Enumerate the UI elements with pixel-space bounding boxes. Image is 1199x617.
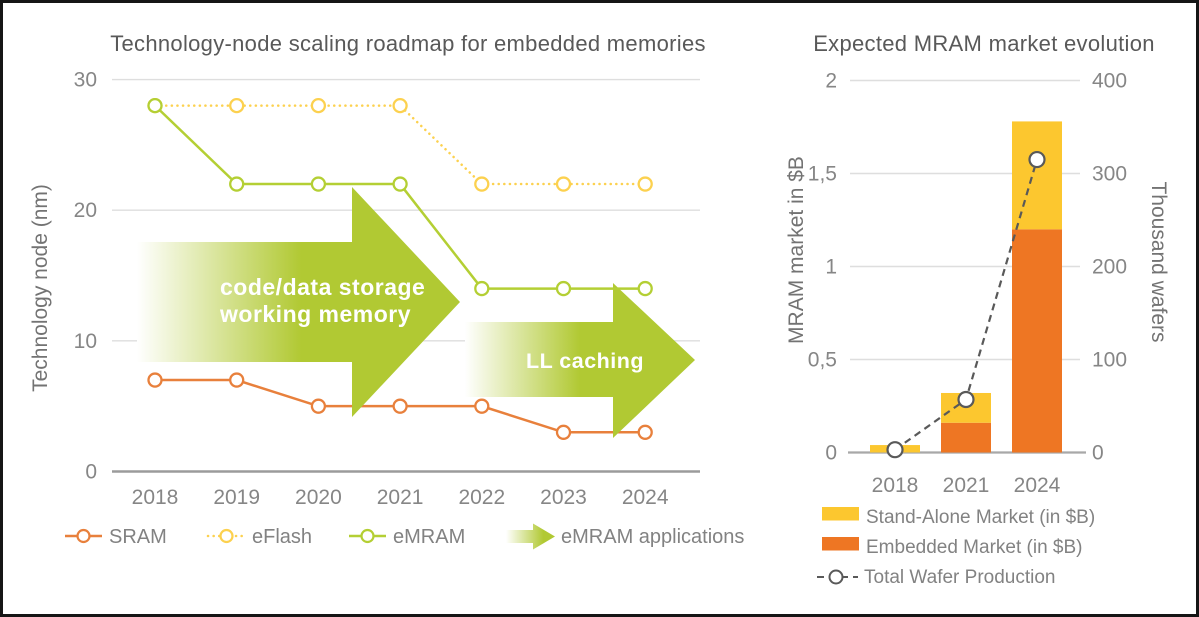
arrow-2-label: LL caching xyxy=(526,349,644,373)
legend-circle-marker xyxy=(76,528,91,544)
arrow-1-label: working memory xyxy=(219,301,411,327)
left-y-axis-title: Technology node (nm) xyxy=(29,184,52,392)
y2-tick-label: 300 xyxy=(1092,163,1127,186)
x-tick-label: 2022 xyxy=(458,486,505,509)
x-tick-label: 2018 xyxy=(132,486,179,509)
legend-label: Embedded Market (in $B) xyxy=(866,537,1083,558)
sram-marker xyxy=(147,372,163,388)
eflash-marker xyxy=(392,98,408,114)
emram-applications-arrow-1 xyxy=(137,187,460,417)
left-chart-title: Technology-node scaling roadmap for embe… xyxy=(110,31,706,56)
legend-label: eMRAM applications xyxy=(561,526,744,548)
legend-label: eMRAM xyxy=(393,526,465,548)
sram-marker xyxy=(474,398,490,414)
x-tick-label: 2018 xyxy=(872,474,919,497)
eflash-line xyxy=(153,104,647,186)
y-tick-label: 1,5 xyxy=(808,163,837,186)
arrow-1-label: code/data storage xyxy=(220,274,425,300)
y2-tick-label: 200 xyxy=(1092,256,1127,279)
right-chart-plot: 2 1,5 1 0,5 0 400 300 200 100 0 2018 2021 2024 xyxy=(808,70,1127,498)
right-chart-title: Expected MRAM market evolution xyxy=(813,31,1155,56)
emram-marker xyxy=(310,176,327,192)
wafer-production-marker xyxy=(957,390,975,409)
y2-tick-label: 400 xyxy=(1092,70,1127,93)
legend-swatch xyxy=(822,507,859,521)
sram-marker xyxy=(637,424,653,440)
y-tick-label: 20 xyxy=(74,199,97,222)
x-tick-label: 2019 xyxy=(213,486,260,509)
y-tick-label: 0 xyxy=(85,461,97,484)
y-tick-label: 2 xyxy=(825,70,837,93)
emram-marker xyxy=(392,176,408,192)
eflash-marker xyxy=(555,176,572,192)
right-y-axis-title: MRAM market in $B xyxy=(785,156,808,344)
x-tick-label: 2024 xyxy=(622,486,669,509)
x-tick-label: 2024 xyxy=(1014,474,1061,497)
left-chart-legend: SRAM eFlash eMRAM eMRAM applications xyxy=(65,523,744,550)
sram-marker xyxy=(310,398,327,414)
legend-arrow-icon xyxy=(506,523,555,550)
legend-circle-marker xyxy=(219,528,234,544)
x-tick-label: 2021 xyxy=(943,474,990,497)
eflash-marker xyxy=(310,98,327,114)
emram-applications-arrow-2 xyxy=(465,283,695,438)
right-chart-legend: Stand-Alone Market (in $B) Embedded Marke… xyxy=(817,507,1095,588)
legend-label: eFlash xyxy=(252,526,312,548)
emram-marker xyxy=(147,98,163,114)
x-tick-label: 2023 xyxy=(540,486,587,509)
emram-marker xyxy=(474,280,490,297)
legend-circle-marker xyxy=(828,569,844,585)
embedded-bar-2021 xyxy=(941,422,991,453)
y-tick-label: 10 xyxy=(74,330,97,353)
standalone-bar-2024 xyxy=(1012,121,1062,230)
x-tick-label: 2021 xyxy=(377,486,424,509)
sram-marker xyxy=(392,398,408,414)
eflash-marker xyxy=(637,176,653,192)
legend-circle-marker xyxy=(360,528,375,544)
emram-marker xyxy=(229,176,245,192)
emram-marker xyxy=(637,280,653,297)
y-tick-label: 0,5 xyxy=(808,349,837,372)
y-tick-label: 1 xyxy=(825,256,837,279)
legend-label: Stand-Alone Market (in $B) xyxy=(866,507,1095,528)
sram-marker xyxy=(229,372,245,388)
legend-label: SRAM xyxy=(109,526,167,548)
eflash-marker xyxy=(229,98,245,114)
y-tick-label: 0 xyxy=(825,442,837,465)
legend-label: Total Wafer Production xyxy=(864,567,1056,588)
wafer-production-marker xyxy=(1028,150,1046,169)
x-tick-label: 2020 xyxy=(295,486,342,509)
y2-tick-label: 100 xyxy=(1092,349,1127,372)
legend-swatch xyxy=(822,537,859,551)
wafer-production-marker xyxy=(886,441,904,459)
sram-marker xyxy=(555,424,572,440)
y2-tick-label: 0 xyxy=(1092,442,1104,465)
y-tick-label: 30 xyxy=(74,69,97,92)
emram-marker xyxy=(555,280,572,297)
right-y2-axis-title: Thousand wafers xyxy=(1147,181,1170,342)
embedded-bar-2024 xyxy=(1012,229,1062,453)
eflash-marker xyxy=(474,176,490,192)
